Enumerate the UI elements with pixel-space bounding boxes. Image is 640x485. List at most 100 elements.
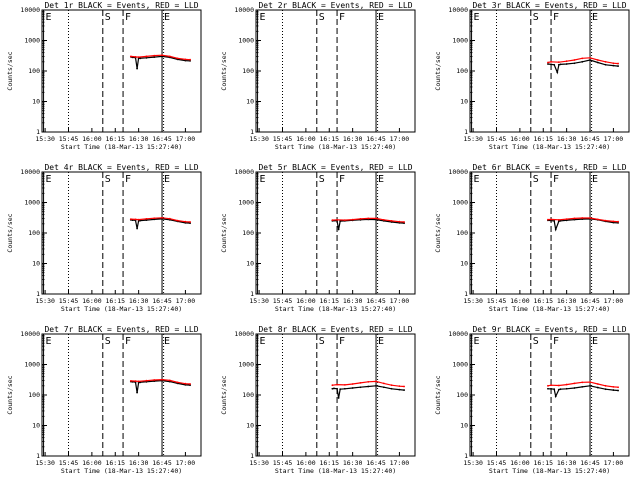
data-point — [573, 217, 576, 220]
y-tick-label: 100 — [242, 229, 254, 237]
x-tick-label: 16:30 — [343, 459, 363, 467]
data-point — [596, 383, 599, 385]
event-marker-label: E — [378, 174, 384, 185]
data-point — [604, 60, 607, 63]
data-point — [137, 218, 140, 221]
plot-frame — [469, 333, 630, 457]
data-point — [359, 381, 362, 384]
x-tick-label: 15:30 — [463, 459, 483, 467]
x-tick-label: 17:00 — [176, 459, 196, 467]
plot-frame — [41, 9, 202, 133]
y-tick-label: 10000 — [234, 168, 254, 176]
data-point — [547, 384, 549, 387]
y-axis-label: Counts/sec — [220, 375, 228, 414]
data-point — [337, 228, 340, 231]
y-tick-label: 1 — [250, 128, 254, 136]
data-point — [343, 387, 346, 390]
event-marker-label: F — [553, 174, 559, 185]
data-point — [604, 384, 607, 387]
y-tick-label: 10000 — [20, 6, 40, 14]
data-point — [589, 384, 591, 387]
data-point — [550, 384, 552, 387]
data-point — [403, 221, 405, 223]
x-tick-label: 16:45 — [580, 459, 600, 467]
data-point — [596, 386, 599, 389]
x-tick-label: 15:45 — [59, 459, 79, 467]
y-axis-label: Counts/sec — [434, 375, 442, 414]
event-marker-label: E — [592, 12, 598, 23]
data-point — [565, 218, 568, 221]
data-point — [617, 65, 619, 67]
data-point — [617, 389, 619, 392]
x-tick-label: 17:00 — [176, 135, 196, 143]
event-marker-label: F — [125, 174, 131, 185]
panel-title: Det 2r BLACK = Events, RED = LLD — [258, 1, 412, 10]
data-point — [351, 383, 354, 385]
event-marker-label: E — [260, 174, 266, 185]
y-tick-label: 1000 — [238, 199, 254, 207]
x-axis-label: Start Time (18-Mar-13 15:27:40) — [489, 143, 610, 151]
data-point — [189, 383, 191, 385]
event-marker-label: S — [319, 174, 325, 185]
panel-title: Det 5r BLACK = Events, RED = LLD — [258, 163, 412, 172]
data-point — [375, 380, 377, 383]
data-point — [331, 384, 334, 387]
x-tick-label: 16:00 — [510, 459, 530, 467]
x-tick-label: 16:00 — [82, 135, 102, 143]
data-point — [129, 55, 132, 58]
data-point — [612, 220, 615, 223]
data-point — [161, 216, 163, 219]
y-tick-label: 100 — [456, 229, 468, 237]
data-point — [139, 219, 142, 222]
data-point — [137, 56, 140, 59]
event-marker-label: S — [533, 12, 539, 23]
y-tick-label: 100 — [456, 391, 468, 399]
y-tick-label: 1 — [250, 452, 254, 460]
data-point — [367, 385, 370, 388]
y-tick-label: 1 — [464, 128, 468, 136]
detector-panel-6: Det 6r BLACK = Events, RED = LLD 1 10 100 10… — [434, 163, 630, 313]
x-tick-label: 16:00 — [296, 459, 316, 467]
data-point — [153, 56, 156, 59]
x-tick-label: 15:45 — [273, 459, 293, 467]
x-tick-label: 15:45 — [273, 135, 293, 143]
detector-panel-4: Det 4r BLACK = Events, RED = LLD 1 10 100 10… — [6, 163, 202, 313]
y-tick-label: 1000 — [24, 37, 40, 45]
events-series-line — [547, 59, 619, 75]
data-point — [359, 386, 362, 389]
events-series-line — [332, 218, 405, 230]
y-tick-label: 1000 — [24, 199, 40, 207]
x-tick-label: 15:45 — [487, 297, 507, 305]
data-point — [336, 218, 338, 221]
data-point — [184, 382, 187, 385]
event-marker-label: S — [105, 174, 111, 185]
data-point — [565, 60, 568, 63]
detector-panel-5: Det 5r BLACK = Events, RED = LLD 1 10 100 10… — [220, 163, 416, 313]
events-series-line — [332, 385, 405, 399]
data-point — [554, 228, 557, 231]
data-point — [557, 63, 560, 66]
data-point — [550, 63, 552, 66]
event-marker-label: E — [164, 336, 170, 347]
y-axis-label: Counts/sec — [220, 213, 228, 252]
panel-title: Det 9r BLACK = Events, RED = LLD — [472, 325, 626, 334]
data-point — [398, 388, 401, 391]
event-marker-label: S — [533, 174, 539, 185]
event-marker-label: F — [125, 12, 131, 23]
event-marker-label: F — [339, 336, 345, 347]
x-tick-label: 15:30 — [35, 135, 55, 143]
data-point — [612, 389, 615, 391]
x-tick-label: 15:45 — [487, 459, 507, 467]
x-tick-label: 16:45 — [152, 297, 172, 305]
data-point — [139, 57, 142, 60]
data-point — [547, 218, 549, 221]
x-axis-label: Start Time (18-Mar-13 15:27:40) — [275, 467, 396, 475]
data-point — [343, 383, 346, 386]
event-marker-label: F — [125, 336, 131, 347]
data-point — [547, 61, 549, 64]
data-point — [337, 397, 340, 399]
event-marker-label: E — [378, 336, 384, 347]
x-tick-label: 16:45 — [580, 297, 600, 305]
events-series-line — [547, 385, 619, 399]
y-tick-label: 1 — [464, 290, 468, 298]
